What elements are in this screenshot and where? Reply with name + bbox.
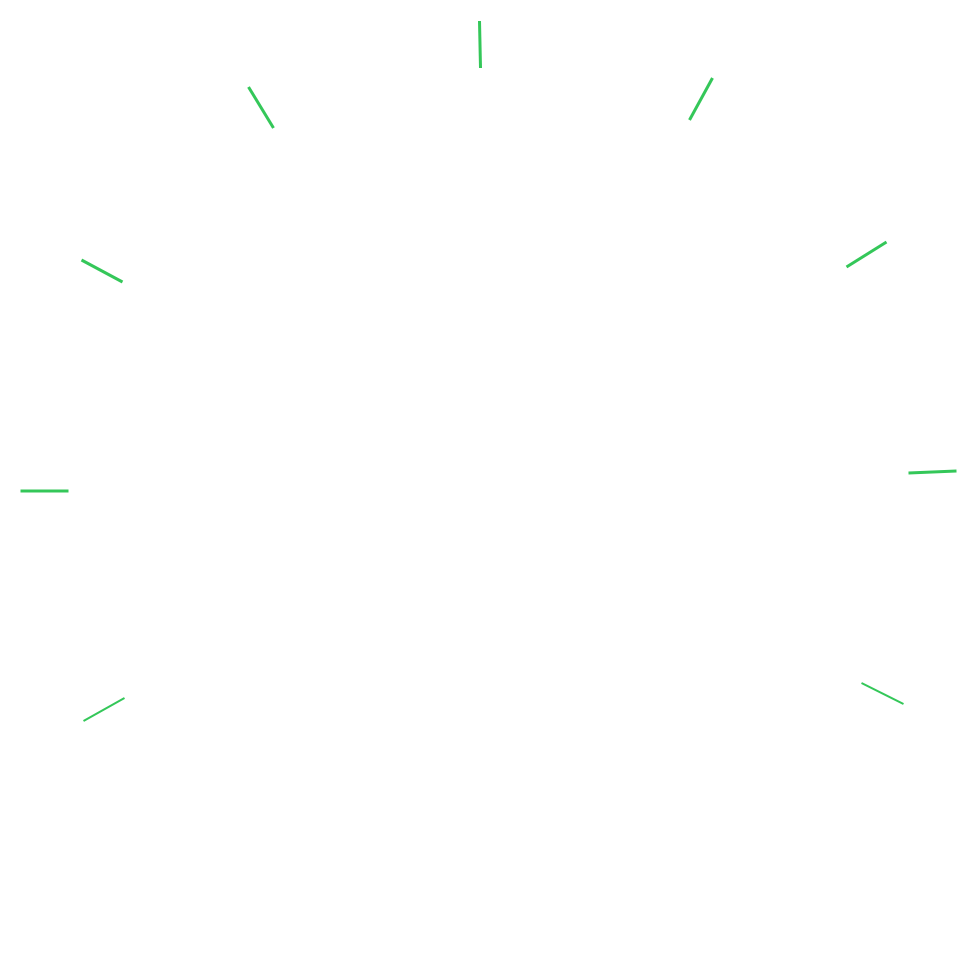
tick-lower-left bbox=[83, 697, 125, 722]
tick-upper-right-2 bbox=[845, 240, 888, 269]
tick-upper-left-1 bbox=[247, 86, 275, 129]
tick-layer bbox=[20, 20, 957, 722]
tick-top bbox=[478, 20, 482, 69]
tick-upper-right-1 bbox=[688, 77, 714, 121]
tick-right bbox=[908, 469, 957, 475]
tick-lower-right bbox=[861, 682, 904, 705]
tick-upper-left-2 bbox=[80, 258, 124, 284]
